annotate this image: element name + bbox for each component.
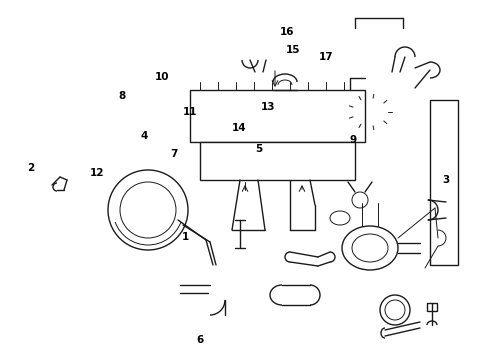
Text: 11: 11 xyxy=(183,107,197,117)
Bar xyxy=(427,303,437,311)
Text: 5: 5 xyxy=(255,144,262,154)
Text: 8: 8 xyxy=(118,91,125,102)
Text: 17: 17 xyxy=(318,52,333,62)
Text: 6: 6 xyxy=(196,335,203,345)
Bar xyxy=(200,142,355,180)
Text: 13: 13 xyxy=(261,102,276,112)
Text: 4: 4 xyxy=(141,131,148,141)
Text: 15: 15 xyxy=(286,45,300,55)
Text: 1: 1 xyxy=(182,232,189,242)
Text: 9: 9 xyxy=(349,135,356,145)
Text: 3: 3 xyxy=(442,175,449,185)
Text: 10: 10 xyxy=(154,72,169,82)
Text: 2: 2 xyxy=(27,163,34,174)
Bar xyxy=(190,90,365,142)
Text: 16: 16 xyxy=(279,27,294,37)
Text: 12: 12 xyxy=(90,168,104,178)
Text: 14: 14 xyxy=(232,123,246,133)
Bar xyxy=(430,100,458,265)
Text: 7: 7 xyxy=(170,149,178,159)
